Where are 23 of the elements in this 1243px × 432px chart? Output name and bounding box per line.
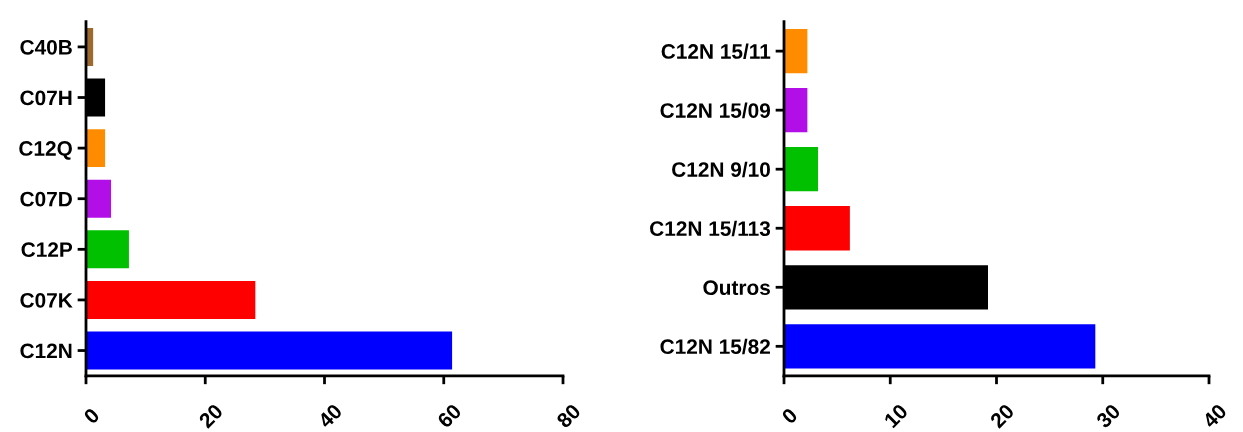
x-tick-label: 40 [316,403,343,430]
y-tick-label: C12N 9/10 [672,161,770,178]
y-tick-label: C12N 15/11 [661,43,771,60]
y-tick-label: C07K [20,292,73,308]
x-tick-label: 60 [436,403,463,429]
x-tick-label: 10 [883,403,909,429]
y-tick-label: C12N 15/09 [660,102,771,119]
x-tick-label: 30 [1095,403,1122,429]
y-tick-label: C07D [20,191,72,207]
x-tick-label: 0 [82,407,101,425]
y-tick-label: C12N 15/82 [660,338,770,355]
y-tick-label: Outros [703,280,770,296]
x-tick-label: 80 [555,403,582,429]
y-tick-label: C07H [20,90,72,106]
y-tick-label: C12N [20,343,72,359]
x-tick-label: 20 [989,403,1015,429]
y-tick-label: C12N 15/113 [650,220,771,237]
x-tick-label: 40 [1201,403,1228,430]
x-tick-label: 0 [780,407,799,425]
y-tick-label: C12Q [19,141,72,160]
x-tick-label: 20 [197,403,224,429]
y-tick-label: C40B [20,39,72,55]
y-tick-label: C12P [21,242,73,258]
